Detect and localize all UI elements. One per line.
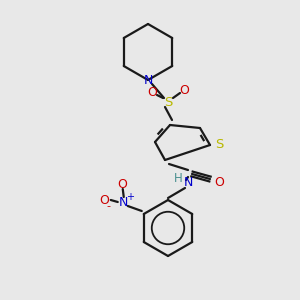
Text: H: H <box>174 172 182 185</box>
Text: N: N <box>183 176 193 190</box>
Text: O: O <box>214 176 224 188</box>
Text: N: N <box>119 196 128 208</box>
Text: O: O <box>147 85 157 98</box>
Text: S: S <box>215 139 223 152</box>
Text: S: S <box>164 95 172 109</box>
Text: O: O <box>179 83 189 97</box>
Text: +: + <box>126 192 134 202</box>
Text: O: O <box>117 178 127 190</box>
Text: O: O <box>99 194 109 206</box>
Text: -: - <box>107 201 111 211</box>
Text: N: N <box>143 74 153 86</box>
